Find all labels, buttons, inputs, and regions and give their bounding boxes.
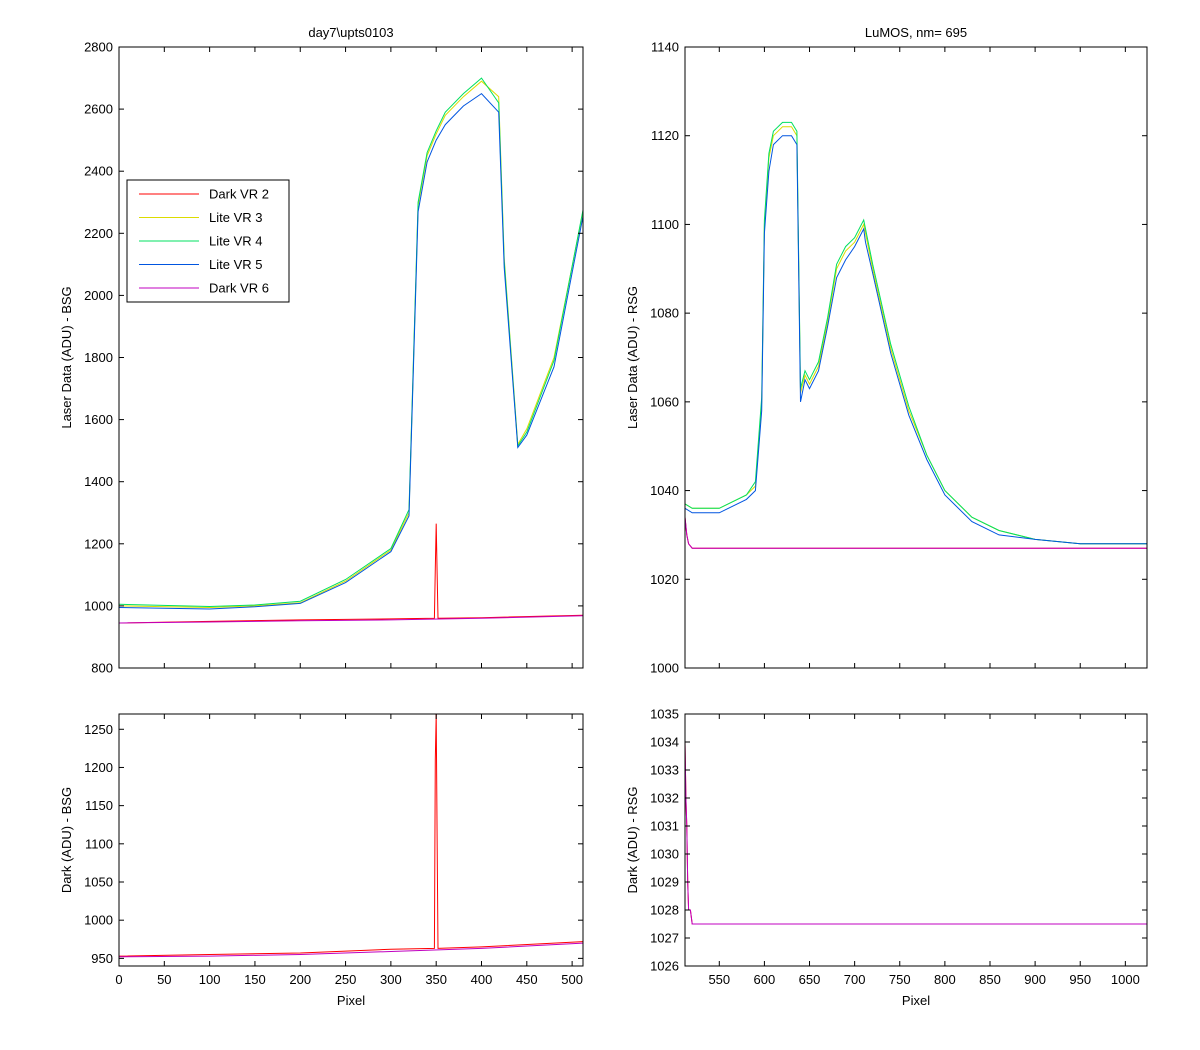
x-tick-label: 50 [157, 972, 171, 987]
y-tick-label: 1030 [650, 847, 679, 862]
x-tick-label: 800 [934, 972, 956, 987]
y-tick-label: 1060 [650, 394, 679, 409]
series-group [685, 121, 1147, 549]
x-tick-label: 750 [889, 972, 911, 987]
chart-title: day7\upts0103 [308, 25, 393, 40]
x-axis-label: Pixel [902, 993, 930, 1008]
panel-rsg_dark: 550 600 650 700 750 800 850 900 950 1000 1026 1027 1… [625, 707, 1148, 1008]
y-tick-label: 1000 [650, 661, 679, 676]
x-tick-label: 650 [799, 972, 821, 987]
legend-label: Lite VR 5 [209, 257, 262, 272]
x-tick-label: 350 [425, 972, 447, 987]
x-tick-label: 0 [115, 972, 122, 987]
x-tick-label: 600 [754, 972, 776, 987]
y-tick-label: 1029 [650, 875, 679, 890]
panel-rsg_laser: 1000 1020 1040 1060 1080 1100 1120 1140 LuMOS, n… [625, 25, 1148, 676]
x-axis-label: Pixel [337, 993, 365, 1008]
y-tick-label: 1020 [650, 572, 679, 587]
y-axis-label: Dark (ADU) - BSG [59, 787, 74, 893]
plot-area [685, 714, 1147, 966]
y-tick-label: 1033 [650, 763, 679, 778]
series-line-dark-vr-6 [685, 517, 1147, 549]
y-tick-label: 1031 [650, 819, 679, 834]
x-tick-label: 550 [708, 972, 730, 987]
y-tick-label: 1800 [84, 350, 113, 365]
axes-frame [684, 46, 1148, 669]
x-tick-label: 900 [1024, 972, 1046, 987]
y-tick-label: 1000 [84, 913, 113, 928]
y-tick-label: 1100 [651, 217, 679, 232]
y-tick-label: 1150 [85, 798, 113, 813]
x-tick-label: 1000 [1111, 972, 1140, 987]
y-tick-label: 1026 [650, 959, 679, 974]
y-tick-label: 1200 [84, 760, 113, 775]
axes-frame [684, 713, 1148, 967]
y-tick-label: 1200 [84, 536, 113, 551]
y-tick-label: 1140 [651, 40, 679, 55]
series-line-lite-vr-5 [685, 135, 1147, 545]
legend: Dark VR 2 Lite VR 3 Lite VR 4 Lite VR 5 Dark… [126, 179, 290, 303]
legend-label: Dark VR 6 [209, 281, 269, 296]
x-tick-label: 500 [561, 972, 583, 987]
y-tick-label: 1000 [84, 598, 113, 613]
series-group [119, 714, 583, 958]
y-tick-label: 2000 [84, 288, 113, 303]
y-tick-label: 1600 [84, 412, 113, 427]
series-line-dark-vr-6 [119, 615, 583, 624]
series-line-dark-vr-2 [119, 523, 583, 624]
y-tick-label: 1028 [650, 903, 679, 918]
plot-area [119, 47, 583, 668]
y-tick-label: 1032 [650, 791, 679, 806]
y-tick-label: 950 [91, 951, 113, 966]
x-tick-label: 300 [380, 972, 402, 987]
plot-area [119, 714, 583, 966]
chart-title: LuMOS, nm= 695 [865, 25, 967, 40]
x-tick-label: 700 [844, 972, 866, 987]
y-tick-label: 2200 [84, 226, 113, 241]
x-tick-label: 950 [1069, 972, 1091, 987]
legend-label: Lite VR 3 [209, 210, 262, 225]
x-tick-label: 150 [244, 972, 266, 987]
x-tick-label: 450 [516, 972, 538, 987]
y-axis-label: Laser Data (ADU) - RSG [625, 286, 640, 429]
y-tick-label: 1040 [650, 483, 679, 498]
axes-frame [118, 713, 584, 967]
series-line-dark-vr-6 [685, 741, 1147, 925]
panel-bsg_dark: 0 50 100 150 200 250 300 350 400 450 500 950 1000 105… [59, 713, 584, 1008]
series-group [119, 77, 583, 624]
y-axis-label: Dark (ADU) - RSG [625, 787, 640, 894]
y-tick-label: 1027 [650, 931, 679, 946]
series-group [685, 741, 1147, 925]
y-tick-label: 1050 [84, 875, 113, 890]
y-axis-label: Laser Data (ADU) - BSG [59, 286, 74, 428]
y-tick-label: 2600 [84, 102, 113, 117]
series-line-lite-vr-5 [119, 92, 583, 610]
plot-area [685, 47, 1147, 668]
legend-label: Lite VR 4 [209, 234, 262, 249]
y-tick-label: 2800 [84, 40, 113, 55]
x-tick-label: 100 [199, 972, 221, 987]
panel-bsg_laser: 800 1000 1200 1400 1600 1800 2000 2200 2400 2600 2… [59, 25, 584, 676]
y-tick-label: 1100 [85, 836, 113, 851]
y-tick-label: 1035 [650, 707, 679, 722]
y-tick-label: 1120 [651, 128, 679, 143]
series-line-dark-vr-2 [119, 714, 583, 957]
x-tick-label: 200 [289, 972, 311, 987]
y-tick-label: 1400 [84, 474, 113, 489]
y-tick-label: 1080 [650, 306, 679, 321]
series-line-dark-vr-6 [119, 942, 583, 958]
x-tick-label: 400 [471, 972, 493, 987]
y-tick-label: 1034 [650, 735, 679, 750]
legend-label: Dark VR 2 [209, 187, 269, 202]
x-tick-label: 850 [979, 972, 1001, 987]
x-tick-label: 250 [335, 972, 357, 987]
y-tick-label: 2400 [84, 164, 113, 179]
y-tick-label: 800 [91, 661, 113, 676]
y-tick-label: 1250 [84, 722, 113, 737]
